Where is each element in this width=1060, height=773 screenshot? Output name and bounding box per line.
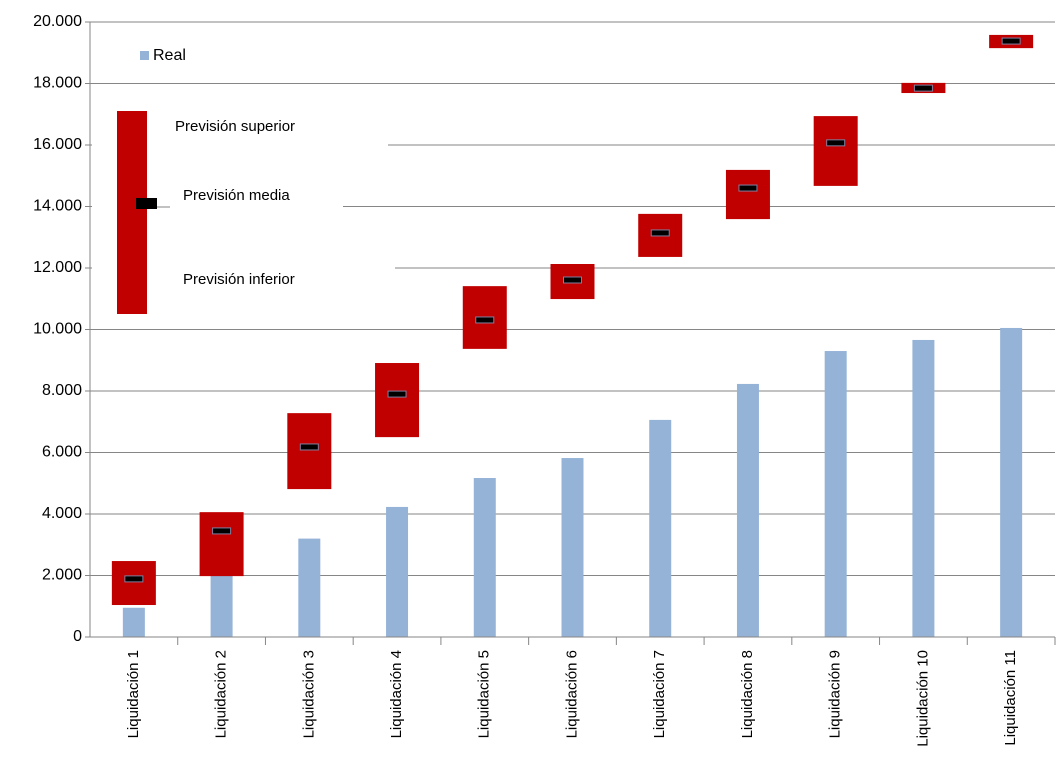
forecast-range: [725, 169, 770, 220]
legend-background: [160, 183, 343, 217]
x-tick-label: Liquidación 8: [739, 650, 756, 738]
y-tick-label: 0: [73, 628, 82, 645]
bar: [561, 458, 584, 637]
legend-label: Previsión media: [183, 187, 290, 204]
bar: [473, 478, 496, 637]
forecast-range: [375, 363, 420, 438]
y-tick-label: 6.000: [42, 444, 82, 461]
x-tick-label: Liquidación 9: [827, 650, 844, 738]
y-tick-label: 10.000: [33, 321, 82, 338]
y-tick-label: 14.000: [33, 198, 82, 215]
forecast-mean: [387, 390, 407, 398]
bar: [298, 538, 321, 637]
x-tick-label: Liquidación 7: [651, 650, 668, 738]
forecast-mean: [650, 229, 670, 237]
y-tick-label: 12.000: [33, 259, 82, 276]
forecast-mean: [563, 276, 582, 284]
bar: [386, 506, 409, 637]
x-tick-label: Liquidación 4: [388, 650, 405, 738]
legend-swatch: [140, 51, 149, 60]
bar: [210, 575, 233, 637]
legend-label: Real: [153, 47, 186, 64]
legend-background: [160, 260, 395, 296]
forecast-mean: [1001, 37, 1021, 45]
forecast-mean: [826, 139, 846, 147]
legend-label: Previsión superior: [175, 118, 295, 135]
bar: [649, 419, 672, 637]
legend-label: Previsión inferior: [183, 271, 295, 288]
forecast-mean: [738, 184, 758, 192]
x-tick-label: Liquidación 6: [563, 650, 580, 738]
x-tick-label: Liquidación 2: [213, 650, 230, 738]
x-tick-label: Liquidación 5: [476, 650, 493, 738]
forecast-range: [111, 561, 156, 606]
forecast-range: [199, 512, 244, 577]
bar: [912, 339, 935, 637]
forecast-mean: [212, 527, 232, 535]
y-tick-label: 16.000: [33, 136, 82, 153]
x-tick-label: Liquidación 11: [1002, 650, 1019, 746]
x-tick-label: Liquidación 10: [914, 650, 931, 747]
y-tick-label: 2.000: [42, 567, 82, 584]
forecast-mean: [124, 575, 144, 583]
y-tick-label: 4.000: [42, 505, 82, 522]
bar: [736, 383, 759, 637]
bar: [824, 351, 847, 637]
forecast-mean: [913, 84, 933, 92]
x-tick-label: Liquidación 1: [125, 650, 142, 738]
x-tick-label: Liquidación 3: [300, 650, 317, 738]
y-tick-label: 18.000: [33, 75, 82, 92]
legend-mean: [136, 198, 157, 209]
y-tick-label: 20.000: [33, 13, 82, 30]
forecast-mean: [475, 316, 495, 324]
bar: [1000, 327, 1023, 637]
forecast-range: [813, 116, 858, 186]
legend-background: [160, 110, 388, 150]
forecast-range: [287, 413, 332, 490]
y-tick-label: 8.000: [42, 382, 82, 399]
bar: [122, 607, 145, 637]
legend-range: [117, 111, 147, 314]
forecast-mean: [299, 443, 319, 451]
